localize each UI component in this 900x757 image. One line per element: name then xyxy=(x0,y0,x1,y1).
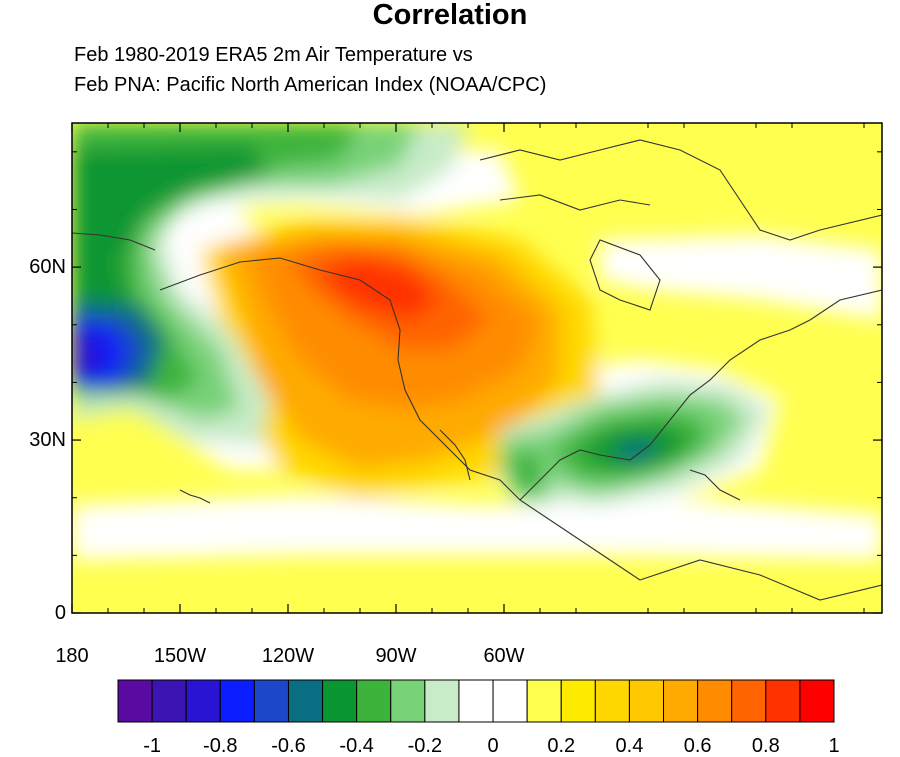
axis-ticks xyxy=(71,123,882,614)
colorbar-label: -0.6 xyxy=(271,735,306,757)
colorbar-label: 0.4 xyxy=(615,735,644,757)
colorbar-swatch xyxy=(185,679,221,723)
y-tick-label: 30N xyxy=(29,429,66,452)
subtitle-line-2: Feb PNA: Pacific North American Index (N… xyxy=(74,74,547,96)
colorbar-label: 0.6 xyxy=(683,735,712,757)
y-tick-label: 0 xyxy=(54,602,66,624)
coastlines xyxy=(72,139,882,601)
colorbar-label: 0.8 xyxy=(751,735,780,757)
colorbar xyxy=(117,679,835,723)
colorbar-swatch xyxy=(663,679,699,723)
colorbar-label: -0.2 xyxy=(407,735,443,757)
correlation-field xyxy=(72,123,882,613)
colorbar-swatch xyxy=(151,679,187,723)
colorbar-swatch xyxy=(526,679,562,723)
colorbar-swatch xyxy=(219,679,255,723)
colorbar-swatch xyxy=(117,679,153,723)
colorbar-swatch xyxy=(765,679,801,723)
colorbar-swatch xyxy=(697,679,733,723)
colorbar-label: 0.2 xyxy=(547,735,576,757)
colorbar-swatch xyxy=(594,679,630,723)
colorbar-label: 1 xyxy=(828,735,840,757)
colorbar-swatch xyxy=(628,679,665,723)
y-tick-label: 60N xyxy=(29,256,66,279)
chart-title: Correlation xyxy=(372,0,528,31)
x-tick-label: 120W xyxy=(261,645,315,667)
map-frame xyxy=(71,122,883,614)
colorbar-label: -0.4 xyxy=(339,735,374,757)
subtitle-line-1: Feb 1980-2019 ERA5 2m Air Temperature vs xyxy=(74,44,473,66)
colorbar-swatch xyxy=(799,679,835,723)
colorbar-swatch xyxy=(253,679,289,723)
colorbar-label: -1 xyxy=(143,735,161,757)
colorbar-swatch xyxy=(560,679,596,723)
colorbar-swatch xyxy=(287,679,324,723)
colorbar-swatch xyxy=(731,679,767,723)
colorbar-swatch xyxy=(390,679,426,723)
colorbar-swatch xyxy=(492,679,528,723)
x-tick-label: 60W xyxy=(483,645,525,667)
colorbar-swatch xyxy=(322,679,358,723)
colorbar-swatch xyxy=(458,679,494,723)
colorbar-label: -0.8 xyxy=(203,735,238,757)
colorbar-swatch xyxy=(424,679,460,723)
colorbar-label: 0 xyxy=(487,735,499,757)
x-tick-label: 90W xyxy=(375,645,417,667)
colorbar-swatch xyxy=(356,679,392,723)
x-tick-label: 180 xyxy=(55,645,89,667)
x-tick-label: 150W xyxy=(153,645,207,667)
